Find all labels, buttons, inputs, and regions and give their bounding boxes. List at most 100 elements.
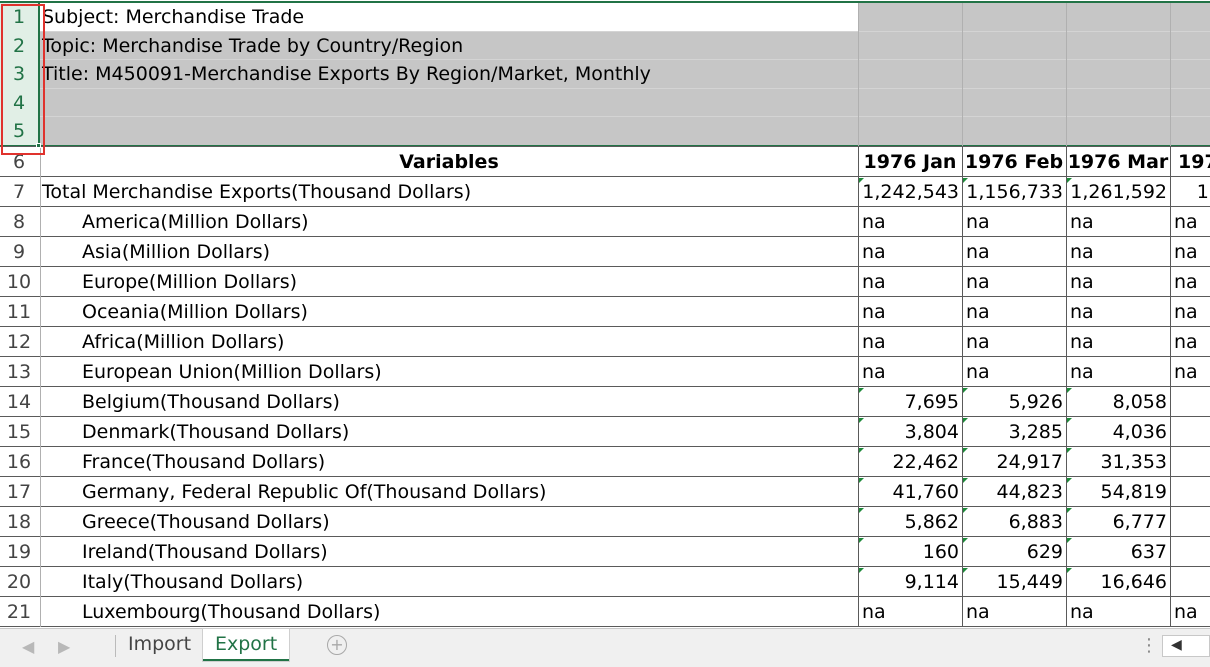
value-cell[interactable]: na [862, 241, 886, 263]
value-cell[interactable]: na [1174, 271, 1198, 293]
row-number[interactable]: 8 [12, 211, 26, 233]
caret-left-icon[interactable]: ◀ [1171, 637, 1182, 653]
row-number[interactable]: 10 [6, 271, 32, 293]
row-label[interactable]: Greece(Thousand Dollars) [82, 511, 330, 533]
value-cell[interactable]: na [1070, 331, 1094, 353]
row-number[interactable]: 12 [6, 331, 32, 353]
value-cell[interactable]: na [862, 331, 886, 353]
row-label[interactable]: Luxembourg(Thousand Dollars) [82, 601, 381, 623]
value-cell[interactable]: na [966, 601, 990, 623]
info-cell[interactable]: Title: M450091-Merchandise Exports By Re… [42, 63, 651, 86]
value-cell[interactable]: na [862, 361, 886, 383]
value-cell[interactable]: 7,695 [904, 391, 959, 413]
tab-export[interactable]: Export [203, 629, 290, 661]
info-cell[interactable]: Subject: Merchandise Trade [42, 6, 305, 28]
more-options-icon[interactable]: ⋮ [1140, 635, 1158, 656]
plus-circle-icon[interactable]: + [327, 635, 347, 655]
value-cell[interactable]: 1,156,733 [966, 181, 1063, 203]
value-cell[interactable]: 637 [1130, 541, 1167, 563]
row-number[interactable]: 21 [6, 601, 32, 623]
value-cell[interactable]: na [966, 241, 990, 263]
value-cell[interactable]: na [862, 601, 886, 623]
row-number[interactable]: 2 [12, 34, 26, 57]
row-label[interactable]: Denmark(Thousand Dollars) [82, 421, 350, 443]
value-cell[interactable]: na [1174, 241, 1198, 263]
fill-handle[interactable] [36, 143, 41, 148]
value-cell[interactable] [1170, 447, 1210, 477]
value-cell[interactable]: na [1174, 601, 1198, 623]
value-cell[interactable]: 6,883 [1008, 511, 1063, 533]
value-cell[interactable]: 1,261,592 [1070, 181, 1167, 203]
row-number[interactable]: 6 [12, 151, 26, 173]
value-cell[interactable]: 15,449 [996, 571, 1063, 593]
value-cell[interactable]: na [1070, 241, 1094, 263]
row-number[interactable]: 1 [12, 6, 26, 28]
value-cell[interactable]: 160 [922, 541, 959, 563]
value-cell[interactable]: 6,777 [1112, 511, 1167, 533]
value-cell[interactable]: 1,3 [1196, 181, 1210, 203]
value-cell[interactable]: 44,823 [996, 481, 1063, 503]
value-cell[interactable]: na [862, 301, 886, 323]
value-cell[interactable]: na [1070, 271, 1094, 293]
header-month[interactable]: 1976 Mar [1067, 151, 1169, 173]
value-cell[interactable]: 16,646 [1100, 571, 1167, 593]
row-label[interactable]: Germany, Federal Republic Of(Thousand Do… [82, 481, 547, 503]
value-cell[interactable] [1170, 537, 1210, 567]
row-number[interactable]: 3 [12, 63, 26, 86]
value-cell[interactable]: 629 [1026, 541, 1063, 563]
value-cell[interactable]: 3,804 [904, 421, 959, 443]
value-cell[interactable]: na [1174, 211, 1198, 233]
value-cell[interactable]: na [1070, 211, 1094, 233]
row-number[interactable]: 16 [6, 451, 32, 473]
chevron-left-icon[interactable]: ◀ [22, 637, 35, 656]
info-cell[interactable] [40, 117, 858, 145]
value-cell[interactable] [1170, 507, 1210, 537]
value-cell[interactable]: na [966, 331, 990, 353]
row-number[interactable]: 20 [6, 571, 32, 593]
value-cell[interactable]: na [1070, 361, 1094, 383]
value-cell[interactable]: 9,114 [904, 571, 959, 593]
value-cell[interactable]: 54,819 [1100, 481, 1167, 503]
value-cell[interactable]: 3,285 [1008, 421, 1063, 443]
value-cell[interactable]: na [1070, 301, 1094, 323]
info-cell[interactable] [40, 89, 858, 117]
value-cell[interactable]: 1,242,543 [862, 181, 959, 203]
value-cell[interactable]: na [862, 271, 886, 293]
row-number[interactable]: 15 [6, 421, 32, 443]
horizontal-scrollbar[interactable]: ◀ [1162, 635, 1210, 657]
value-cell[interactable] [1170, 387, 1210, 417]
value-cell[interactable]: na [966, 361, 990, 383]
row-label[interactable]: Ireland(Thousand Dollars) [82, 541, 328, 563]
tab-import[interactable]: Import [128, 633, 192, 655]
value-cell[interactable]: 22,462 [892, 451, 959, 473]
row-number[interactable]: 9 [12, 241, 26, 263]
row-number[interactable]: 14 [6, 391, 32, 413]
value-cell[interactable]: na [966, 211, 990, 233]
value-cell[interactable]: 5,926 [1008, 391, 1063, 413]
row-label[interactable]: Oceania(Million Dollars) [82, 301, 308, 323]
row-number[interactable]: 13 [6, 361, 32, 383]
value-cell[interactable]: na [1174, 301, 1198, 323]
value-cell[interactable]: na [1174, 331, 1198, 353]
row-label[interactable]: Asia(Million Dollars) [82, 241, 271, 263]
value-cell[interactable] [1170, 567, 1210, 597]
spreadsheet-grid[interactable]: 1 2 3 4 5 6 7 8 9 10 11 12 13 14 15 16 17 18 19 20 21 Subject… [0, 0, 1210, 628]
value-cell[interactable] [1170, 417, 1210, 447]
row-number[interactable]: 18 [6, 511, 32, 533]
value-cell[interactable]: na [1070, 601, 1094, 623]
row-label[interactable]: European Union(Million Dollars) [82, 361, 382, 383]
row-label[interactable]: Belgium(Thousand Dollars) [82, 391, 340, 413]
value-cell[interactable]: na [966, 301, 990, 323]
chevron-right-icon[interactable]: ▶ [58, 637, 71, 656]
value-cell[interactable] [1170, 477, 1210, 507]
header-month[interactable]: 197 [1178, 151, 1210, 173]
info-cell[interactable]: Topic: Merchandise Trade by Country/Regi… [42, 34, 464, 57]
row-number[interactable]: 19 [6, 541, 32, 563]
row-number[interactable]: 5 [12, 120, 26, 143]
header-variables[interactable]: Variables [399, 151, 499, 173]
row-number[interactable]: 11 [6, 301, 32, 323]
value-cell[interactable]: 4,036 [1112, 421, 1167, 443]
value-cell[interactable]: 31,353 [1100, 451, 1167, 473]
row-label[interactable]: Africa(Million Dollars) [82, 331, 285, 353]
value-cell[interactable]: na [862, 211, 886, 233]
